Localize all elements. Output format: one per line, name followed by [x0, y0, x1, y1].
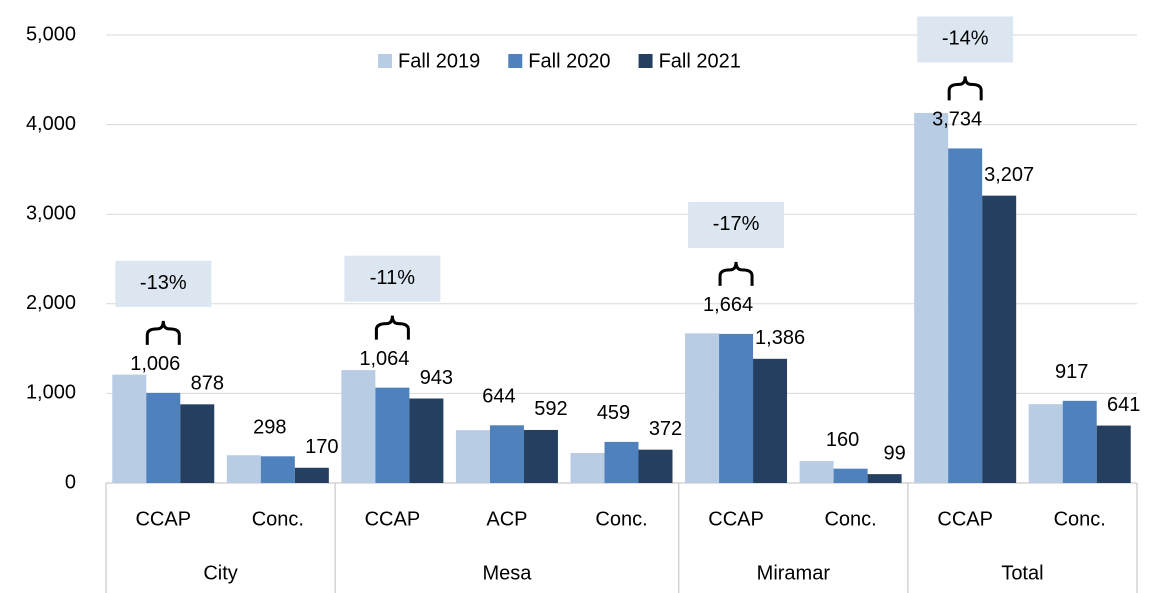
bar: [112, 374, 147, 483]
data-label: 943: [420, 367, 453, 389]
bar: [375, 387, 410, 483]
bar: [455, 430, 490, 483]
annotation: -14%: [942, 28, 989, 50]
data-label: 170: [305, 436, 338, 458]
bar: [948, 148, 983, 483]
legend-label: Fall 2020: [528, 50, 610, 72]
bar: [914, 112, 949, 484]
x-tick-label: ACP: [486, 508, 527, 530]
group-label: City: [203, 562, 237, 584]
bar: [260, 456, 295, 483]
bar: [146, 392, 181, 483]
bar: [753, 358, 788, 483]
data-label: 372: [649, 418, 682, 440]
annotation-box: [917, 16, 1014, 63]
data-label: 592: [534, 398, 567, 420]
annotation: -11%: [370, 267, 415, 289]
data-label: 298: [253, 417, 286, 439]
bar: [523, 429, 558, 483]
legend-label: Fall 2019: [398, 50, 480, 72]
brace: [145, 320, 181, 345]
brace: [947, 76, 983, 101]
legend-swatch: [638, 54, 653, 68]
brace: [718, 261, 754, 286]
bar: [570, 452, 605, 483]
legend-swatch: [508, 54, 523, 68]
y-tick-label: 2,000: [26, 292, 76, 314]
bar: [294, 467, 329, 483]
bar: [409, 398, 444, 483]
legend-swatch: [378, 54, 392, 68]
annotation-box: [115, 260, 212, 307]
annotation: -17%: [713, 213, 760, 235]
bar: [799, 461, 834, 483]
y-tick-label: 4,000: [26, 113, 76, 135]
bar: [833, 468, 868, 483]
data-label: 1,064: [359, 348, 409, 370]
data-label: 644: [482, 386, 515, 408]
bar: [1062, 400, 1097, 483]
x-tick-label: Conc.: [252, 508, 304, 530]
data-label: 459: [597, 402, 630, 424]
bar: [180, 404, 215, 483]
bar: [867, 474, 902, 483]
x-tick-label: CCAP: [365, 508, 421, 530]
group-label: Miramar: [757, 562, 831, 584]
bar: [226, 455, 261, 483]
x-tick-label: CCAP: [135, 508, 191, 530]
x-tick-label: Conc.: [595, 508, 647, 530]
data-label: 1,386: [755, 327, 805, 349]
legend-label: Fall 2021: [659, 50, 741, 72]
x-tick-label: CCAP: [937, 508, 993, 530]
group-label: Total: [1001, 562, 1043, 584]
data-label: 917: [1055, 361, 1088, 383]
data-label: 641: [1107, 394, 1140, 416]
bar: [1096, 425, 1131, 483]
bar: [719, 333, 754, 483]
bar: [638, 449, 673, 483]
annotation: -13%: [140, 272, 187, 294]
bar: [604, 441, 639, 483]
y-tick-label: 0: [65, 471, 76, 493]
annotation-box: [344, 255, 441, 302]
brace: [374, 315, 410, 340]
bar: [341, 370, 376, 483]
x-tick-label: Conc.: [824, 508, 876, 530]
bar: [982, 195, 1017, 483]
y-tick-label: 1,000: [26, 382, 76, 404]
y-tick-label: 5,000: [26, 23, 76, 45]
bar: [1028, 404, 1063, 483]
y-tick-label: 3,000: [26, 202, 76, 224]
data-label: 3,734: [932, 109, 982, 131]
data-label: 878: [191, 373, 224, 395]
bar: [489, 425, 524, 483]
annotation-box: [688, 201, 785, 248]
data-label: 1,664: [703, 294, 753, 316]
group-label: Mesa: [482, 562, 532, 584]
data-label: 1,006: [130, 353, 180, 375]
data-label: 99: [883, 442, 905, 464]
x-tick-label: Conc.: [1054, 508, 1106, 530]
bar: [685, 333, 720, 483]
data-label: 160: [826, 429, 859, 451]
x-tick-label: CCAP: [708, 508, 764, 530]
data-label: 3,207: [984, 164, 1034, 186]
